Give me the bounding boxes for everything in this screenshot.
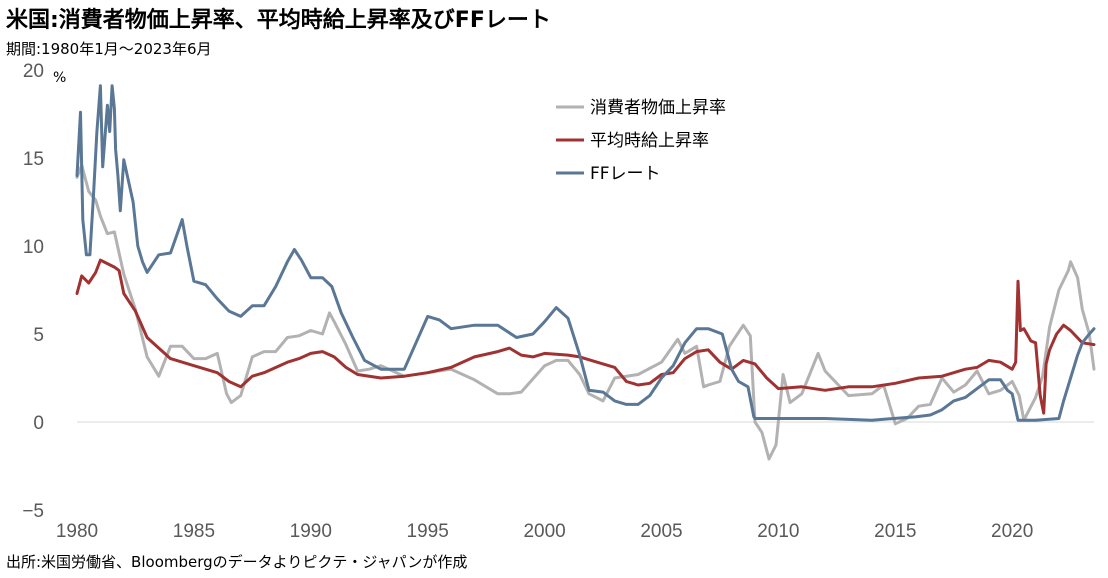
- wage-series-line: [75, 258, 1096, 415]
- y-tick-label: 20: [23, 61, 44, 82]
- x-axis: 1980 1985 1990 1995 2000 2005 2010 2015 2020: [56, 521, 1033, 542]
- x-tick-label: 2020: [991, 521, 1033, 542]
- y-tick-label: 15: [23, 149, 44, 170]
- x-tick-label: 1990: [290, 521, 332, 542]
- y-tick-label: 5: [33, 325, 44, 346]
- x-tick-label: 2010: [757, 521, 799, 542]
- x-tick-label: 2005: [640, 521, 682, 542]
- wage-legend-label: 平均時給上昇率: [590, 131, 709, 151]
- y-axis: 20 15 10 5 0 −5: [22, 61, 44, 522]
- x-tick-label: 1985: [173, 521, 215, 542]
- x-tick-label: 1995: [407, 521, 449, 542]
- ff-series-line: [75, 84, 1096, 422]
- x-tick-label: 1980: [56, 521, 98, 542]
- source-note: 出所:米国労働省、Bloombergのデータよりピクテ・ジャパンが作成: [6, 553, 468, 571]
- y-tick-label: 0: [33, 413, 44, 434]
- chart-title: 米国:消費者物価上昇率、平均時給上昇率及びFFレート: [6, 8, 551, 33]
- series-group: [75, 84, 1096, 461]
- cpi-series-line: [75, 163, 1096, 461]
- y-tick-label: 10: [23, 237, 44, 258]
- ff-legend-label: FFレート: [590, 164, 661, 184]
- x-tick-label: 2015: [874, 521, 916, 542]
- x-tick-label: 2000: [523, 521, 565, 542]
- chart-subtitle: 期間:1980年1月〜2023年6月: [6, 40, 212, 58]
- y-axis-unit-label: %: [53, 70, 66, 86]
- y-tick-label: −5: [22, 501, 44, 522]
- cpi-legend-label: 消費者物価上昇率: [590, 98, 726, 118]
